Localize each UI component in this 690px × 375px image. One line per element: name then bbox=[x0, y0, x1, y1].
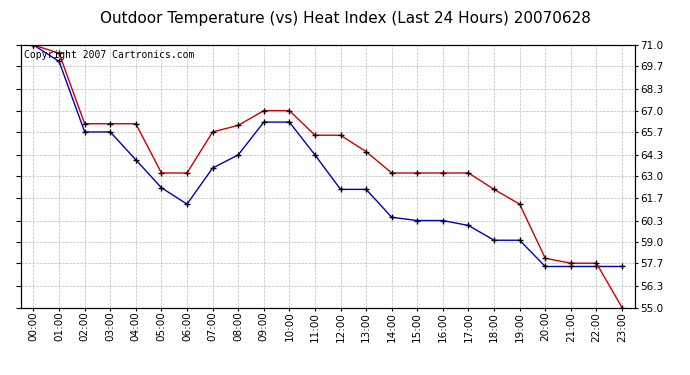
Text: Copyright 2007 Cartronics.com: Copyright 2007 Cartronics.com bbox=[23, 50, 194, 60]
Text: Outdoor Temperature (vs) Heat Index (Last 24 Hours) 20070628: Outdoor Temperature (vs) Heat Index (Las… bbox=[99, 11, 591, 26]
